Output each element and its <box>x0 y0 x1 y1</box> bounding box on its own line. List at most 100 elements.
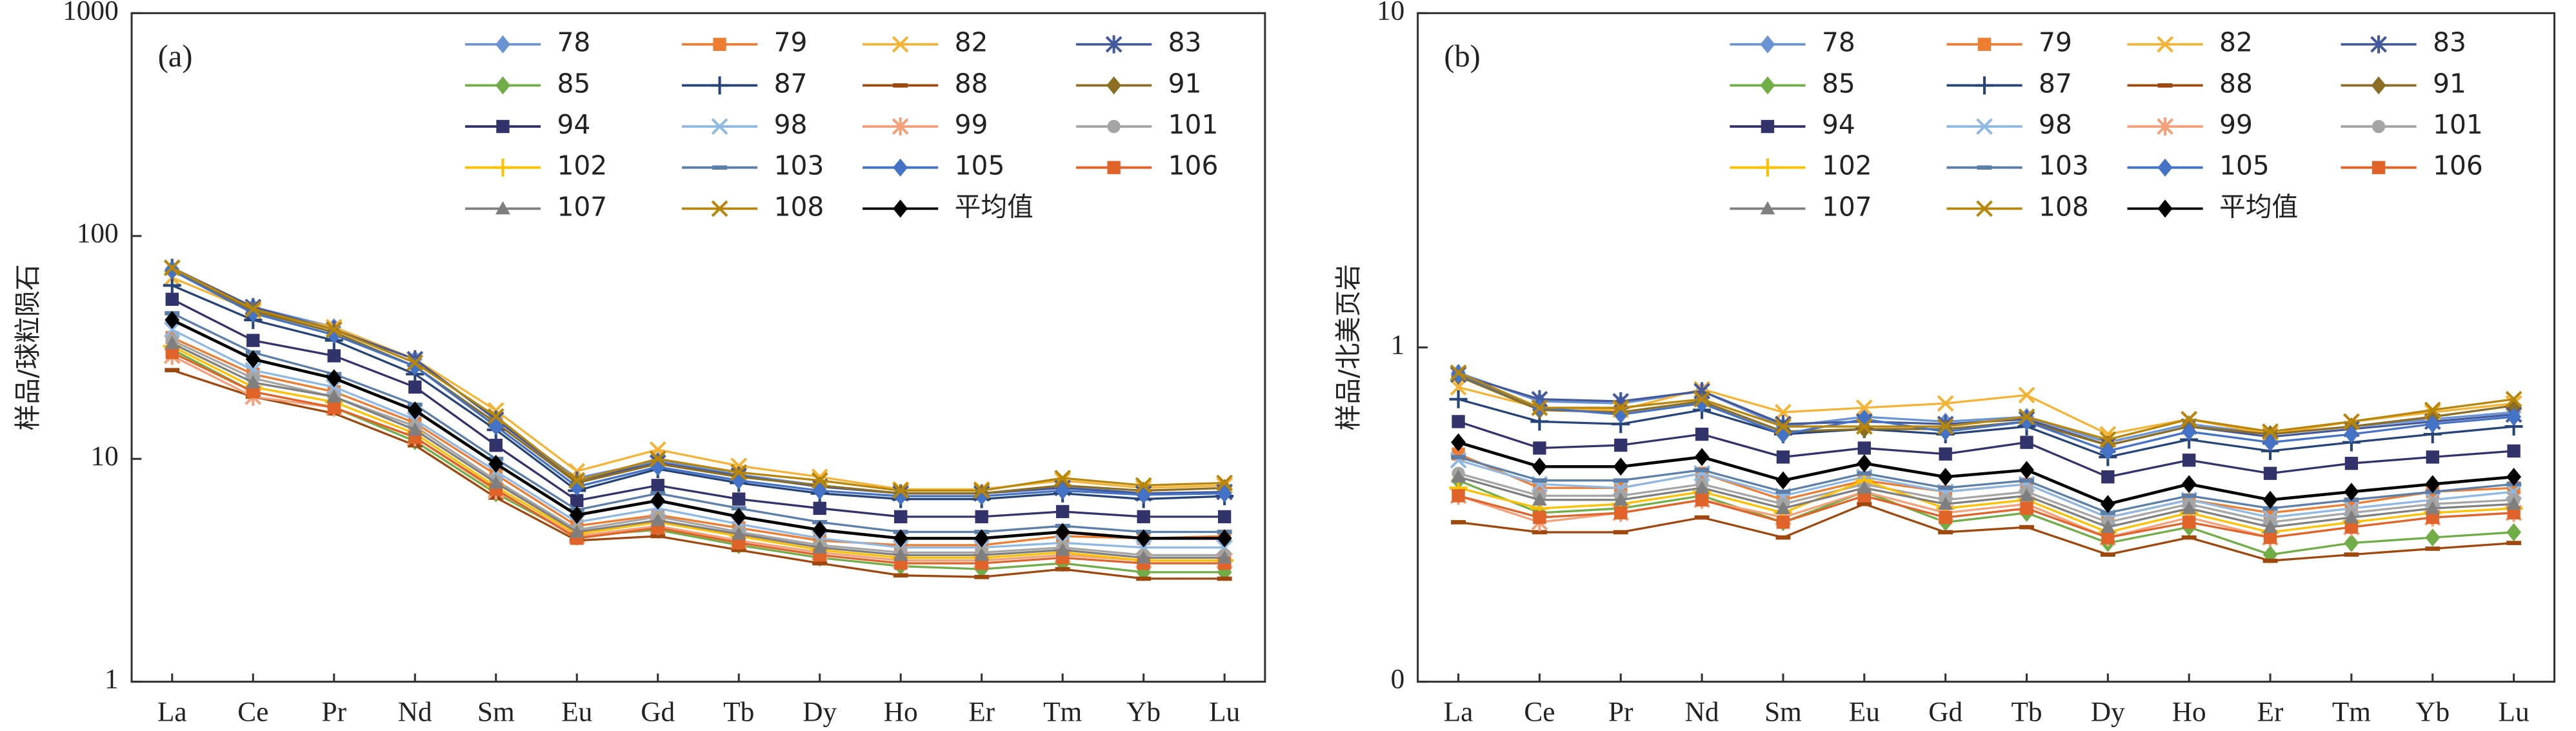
marker-shape <box>2157 199 2173 218</box>
marker-shape <box>1977 37 1992 51</box>
series-line <box>172 369 1225 580</box>
series-line <box>1458 503 2514 562</box>
data-point <box>2020 501 2033 516</box>
legend-label: 85 <box>557 68 591 99</box>
legend-label: 94 <box>1822 109 1855 140</box>
marker-shape <box>2344 520 2359 534</box>
marker-shape <box>569 506 584 525</box>
x-tick-label: Pr <box>322 696 347 727</box>
marker-shape <box>1452 489 1465 503</box>
marker-shape <box>1938 496 1953 510</box>
x-tick-label: Eu <box>1849 696 1880 727</box>
marker-shape <box>2344 456 2359 470</box>
x-tick-label: Dy <box>2091 696 2125 727</box>
legend-entry: 平均值 <box>863 191 1033 222</box>
legend-entry: 101 <box>1076 109 1218 140</box>
marker-shape <box>495 35 510 54</box>
marker-shape <box>1694 448 1710 466</box>
legend-label: 78 <box>1822 27 1855 58</box>
data-point <box>2344 510 2359 523</box>
series-line <box>172 342 1225 559</box>
data-point <box>408 380 422 394</box>
marker-shape <box>1613 457 1628 476</box>
marker-shape <box>1776 516 1790 529</box>
marker-shape <box>2344 510 2359 523</box>
legend-entry: 82 <box>2127 27 2253 58</box>
data-point <box>1695 493 1709 506</box>
marker-shape <box>2507 444 2521 458</box>
marker-shape <box>1614 506 1628 520</box>
marker-shape <box>495 76 510 95</box>
data-point <box>1857 454 1872 473</box>
x-tick-label: Eu <box>561 696 592 727</box>
marker-shape <box>326 389 342 403</box>
marker-shape <box>1450 364 1467 381</box>
data-point <box>1938 496 1953 510</box>
marker-shape <box>2020 436 2033 449</box>
marker-shape <box>2100 495 2115 514</box>
legend-entry: 87 <box>1946 68 2072 99</box>
legend-label: 91 <box>2433 68 2466 99</box>
marker-shape <box>1857 480 1872 494</box>
legend-label: 108 <box>2039 191 2089 222</box>
marker-shape <box>1452 415 1465 428</box>
data-point <box>2100 495 2115 514</box>
series-line <box>172 276 1225 491</box>
data-point <box>2344 520 2359 534</box>
marker-shape <box>1775 471 1791 490</box>
data-point <box>487 408 504 425</box>
data-point <box>569 506 584 525</box>
marker-shape <box>2506 523 2522 541</box>
data-point <box>2344 534 2359 552</box>
data-point <box>1217 550 1232 564</box>
legend-entry: 99 <box>2127 109 2253 140</box>
data-point <box>1531 399 1548 416</box>
data-point <box>2506 468 2522 486</box>
legend-entry: 94 <box>1730 109 1855 140</box>
x-tick-label: Dy <box>803 696 837 727</box>
marker-shape <box>893 547 908 561</box>
data-point <box>1775 501 1791 514</box>
data-point <box>407 422 423 436</box>
series-line <box>172 284 1225 501</box>
marker-shape <box>2018 386 2035 404</box>
data-point <box>2181 501 2197 514</box>
legend-label: 99 <box>2219 109 2253 140</box>
marker-shape <box>1532 457 1547 476</box>
marker-shape <box>2157 35 2173 53</box>
marker-shape <box>1531 399 1548 416</box>
series-line <box>1458 420 2514 478</box>
series-line <box>1457 372 2514 441</box>
legend-label: 102 <box>557 150 608 181</box>
x-tick-label: Ho <box>2172 696 2206 727</box>
data-point <box>1775 404 1792 421</box>
panel-label: (b) <box>1444 39 1480 74</box>
marker-shape <box>811 472 828 489</box>
legend-entry: 107 <box>464 191 607 222</box>
data-point <box>1939 510 1952 525</box>
legend-entry: 99 <box>863 109 988 140</box>
marker-shape <box>2342 413 2360 430</box>
marker-shape <box>406 354 424 372</box>
marker-shape <box>165 346 179 359</box>
data-point <box>568 472 586 489</box>
data-point <box>1450 364 1467 381</box>
marker-shape <box>813 501 826 516</box>
marker-shape <box>1054 470 1072 486</box>
data-point <box>488 454 504 473</box>
marker-shape <box>2262 490 2278 509</box>
data-point <box>1776 516 1790 529</box>
legend-label: 83 <box>1168 27 1202 58</box>
marker-shape <box>568 472 586 489</box>
marker-shape <box>1614 438 1628 452</box>
x-tick-label: Yb <box>2415 696 2450 727</box>
series-line <box>172 328 1225 549</box>
x-tick-label: Ho <box>884 696 918 727</box>
data-point <box>1217 510 1232 524</box>
marker-shape <box>2262 433 2278 452</box>
data-point <box>569 477 584 496</box>
marker-shape <box>1612 399 1630 416</box>
data-point <box>2505 390 2522 408</box>
data-point <box>1054 470 1072 486</box>
legend-label: 106 <box>1168 150 1219 181</box>
